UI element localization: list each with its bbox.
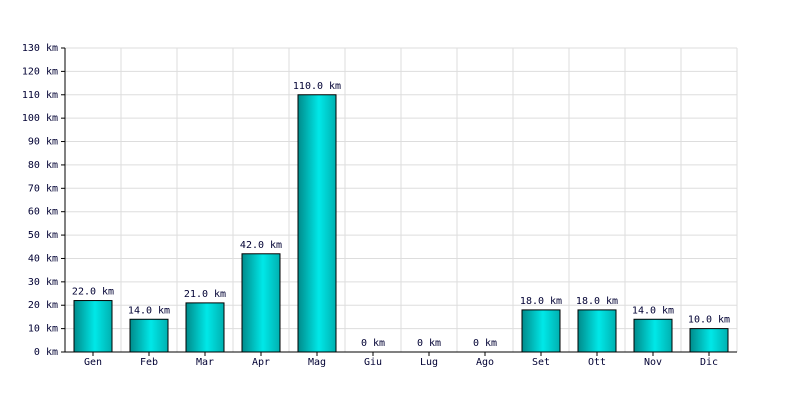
x-tick-label: Set xyxy=(532,357,550,368)
value-label: 110.0 km xyxy=(293,81,341,92)
value-label: 10.0 km xyxy=(688,315,730,326)
y-tick-label: 100 km xyxy=(22,113,58,124)
value-label: 18.0 km xyxy=(520,296,562,307)
y-tick-label: 130 km xyxy=(22,43,58,54)
x-tick-label: Apr xyxy=(252,357,270,368)
y-tick-label: 90 km xyxy=(28,137,58,148)
x-tick-label: Gen xyxy=(84,357,102,368)
y-tick-label: 10 km xyxy=(28,324,58,335)
bar xyxy=(633,318,673,353)
y-tick-label: 80 km xyxy=(28,160,58,171)
y-tick-label: 60 km xyxy=(28,207,58,218)
x-tick-label: Mag xyxy=(308,357,326,368)
y-tick-label: 120 km xyxy=(22,66,58,77)
value-label: 14.0 km xyxy=(632,305,674,316)
bar xyxy=(577,309,617,353)
bar xyxy=(521,309,561,353)
x-tick-label: Nov xyxy=(644,357,662,368)
value-label: 22.0 km xyxy=(72,287,114,298)
y-tick-label: 30 km xyxy=(28,277,58,288)
y-tick-label: 110 km xyxy=(22,90,58,101)
x-tick-label: Dic xyxy=(700,357,718,368)
value-label: 0 km xyxy=(361,338,385,349)
x-tick-label: Mar xyxy=(196,357,214,368)
y-tick-label: 0 km xyxy=(34,347,58,358)
x-tick-label: Lug xyxy=(420,357,438,368)
bar xyxy=(241,253,281,353)
value-label: 21.0 km xyxy=(184,289,226,300)
x-tick-label: Ago xyxy=(476,357,494,368)
y-tick-label: 70 km xyxy=(28,183,58,194)
bar xyxy=(129,318,169,353)
x-tick-label: Ott xyxy=(588,357,606,368)
y-tick-label: 20 km xyxy=(28,300,58,311)
bar xyxy=(297,94,337,353)
bar xyxy=(689,328,729,353)
value-label: 14.0 km xyxy=(128,305,170,316)
x-tick-label: Feb xyxy=(140,357,158,368)
value-label: 42.0 km xyxy=(240,240,282,251)
bar xyxy=(73,300,113,353)
y-tick-label: 40 km xyxy=(28,253,58,264)
value-label: 0 km xyxy=(417,338,441,349)
x-tick-label: Giu xyxy=(364,357,382,368)
bar xyxy=(185,302,225,353)
value-label: 18.0 km xyxy=(576,296,618,307)
value-label: 0 km xyxy=(473,338,497,349)
y-tick-label: 50 km xyxy=(28,230,58,241)
